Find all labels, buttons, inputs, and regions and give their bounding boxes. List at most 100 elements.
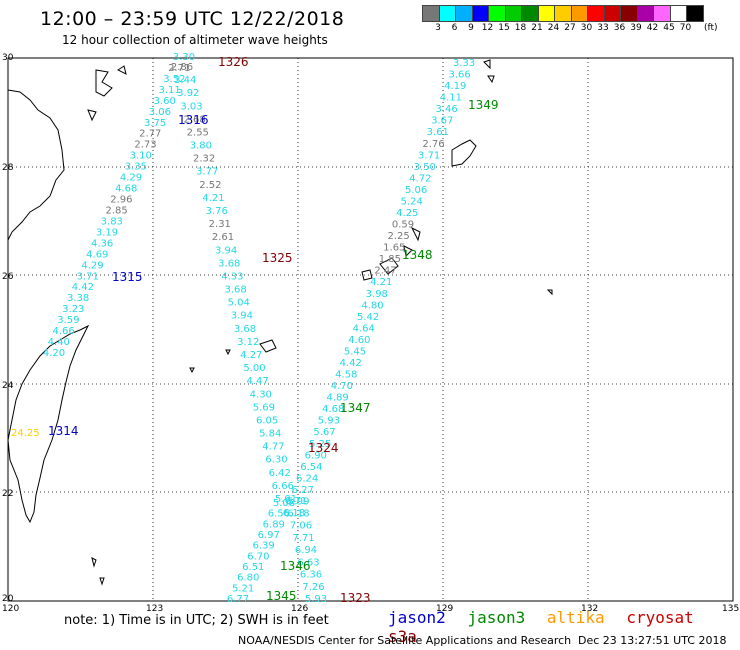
china-coast-islets — [87, 65, 127, 122]
wave-height-value: 3.80 — [190, 141, 212, 152]
wave-height-value: 3.77 — [196, 167, 218, 178]
wave-height-value: 2.61 — [212, 232, 234, 243]
wave-height-value: 5.93 — [318, 416, 340, 427]
lat-tick-28: 28 — [2, 163, 14, 173]
wave-height-value: 3.83 — [101, 216, 123, 227]
wave-height-value: 2.86 — [171, 62, 193, 73]
wave-height-value: 4.19 — [444, 81, 466, 92]
wave-height-value: 6.71 — [285, 496, 307, 507]
wave-height-value: 6.63 — [297, 557, 319, 568]
pass-number-label: 1326 — [218, 55, 249, 69]
wave-height-value: 2.77 — [139, 129, 161, 140]
color-scale-label: 42 — [646, 23, 659, 33]
wave-height-value: 3.23 — [62, 304, 84, 315]
generation-timestamp: Dec 23 13:27:51 UTC 2018 — [578, 634, 727, 647]
footer-note: note: 1) Time is in UTC; 2) SWH is in fe… — [64, 613, 329, 628]
wave-height-value: 4.33 — [221, 272, 243, 283]
wave-height-value: 5.24 — [401, 197, 423, 208]
pass-number-label: 1325 — [262, 251, 293, 265]
wave-height-value: 3.11 — [158, 85, 180, 96]
wave-height-value: 3.33 — [453, 58, 475, 69]
wave-height-value: 4.80 — [361, 300, 383, 311]
wave-height-value: 1.65 — [383, 243, 405, 254]
wave-height-value: 3.46 — [435, 104, 457, 115]
pass-number-label: 1316 — [178, 113, 209, 127]
satellite-legend: jason2 jason3 altika cryosat s3a — [388, 608, 740, 646]
wave-height-value: 5.06 — [405, 185, 427, 196]
color-scale-label: 36 — [613, 23, 626, 33]
wave-height-value: 4.21 — [202, 193, 224, 204]
pass-number-label: 1346 — [280, 559, 311, 573]
wave-height-value: 1.85 — [379, 254, 401, 265]
wave-height-value: 3.71 — [77, 271, 99, 282]
wave-height-value: 6.54 — [300, 462, 322, 473]
wave-height-value: 4.66 — [52, 326, 74, 337]
map-title: 12:00 – 23:59 UTC 12/22/2018 — [40, 8, 345, 30]
wave-height-value: 4.72 — [409, 173, 431, 184]
color-scale-label: 18 — [514, 23, 527, 33]
wave-height-value: 6.56 — [268, 509, 290, 520]
lat-tick-24: 24 — [2, 381, 14, 391]
legend-jason3: jason3 — [467, 608, 526, 627]
pass-number-label: 1323 — [340, 591, 371, 605]
wave-height-value: 6.80 — [237, 573, 259, 584]
map-subtitle: 12 hour collection of altimeter wave hei… — [62, 33, 328, 47]
wave-height-value: 6.51 — [242, 562, 264, 573]
wave-height-value: 6.24 — [296, 473, 318, 484]
wave-height-value: 4.25 — [396, 208, 418, 219]
lon-tick-129: 129 — [436, 604, 453, 614]
lon-tick-126: 126 — [291, 604, 308, 614]
pass-number-label: 1348 — [402, 248, 433, 262]
wave-height-value: 5.42 — [357, 312, 379, 323]
color-scale-label: 27 — [564, 23, 576, 33]
color-scale-unit: (ft) — [704, 23, 718, 33]
wave-height-value: 5.25 — [309, 439, 331, 450]
wave-height-value: 6.27 — [292, 485, 314, 496]
color-swatch — [686, 5, 704, 22]
wave-height-value: 3.61 — [427, 127, 449, 138]
color-scale-label: 9 — [468, 23, 474, 33]
pass-labels: 1326 1316 1349 1325 1315 1348 1347 1314 1324 1346… — [48, 55, 499, 605]
color-scale-label: 39 — [630, 23, 642, 33]
wave-height-value: 6.05 — [256, 416, 278, 427]
wave-height-value: 6.90 — [305, 450, 327, 461]
coastlines — [7, 59, 553, 586]
wave-height-value: 5.84 — [259, 429, 281, 440]
wave-height-value: 4.77 — [262, 442, 284, 453]
ishigaki-coast — [259, 339, 277, 353]
graticule — [8, 58, 733, 601]
color-scale-label: 21 — [531, 23, 543, 33]
wave-height-value: 5.08 — [273, 498, 295, 509]
wave-height-value: 2.73 — [134, 140, 156, 151]
wave-height-value: 3.52 — [163, 74, 185, 85]
lat-tick-20: 20 — [2, 594, 14, 604]
wave-height-value: 6.77 — [227, 594, 249, 605]
wave-height-value: 3.30 — [173, 52, 195, 63]
wave-height-value: 4.11 — [440, 93, 462, 104]
small-islands — [91, 59, 553, 586]
lon-tick-120: 120 — [2, 604, 19, 614]
legend-s3a: s3a — [388, 627, 417, 646]
wave-height-value: 4.64 — [353, 323, 375, 334]
lon-tick-123: 123 — [146, 604, 163, 614]
color-scale-label: 24 — [547, 23, 560, 33]
lat-tick-30: 30 — [2, 53, 14, 63]
wave-height-value: 6.30 — [265, 455, 287, 466]
wave-height-value: 2.47 — [374, 266, 396, 277]
wave-height-value: 3.68 — [234, 324, 256, 335]
color-scale-label: 12 — [481, 23, 494, 33]
wave-height-value: 3.75 — [144, 118, 166, 129]
wave-height-value: 6.89 — [263, 519, 285, 530]
wave-height-value: 4.47 — [246, 376, 268, 387]
lon-tick-132: 132 — [581, 604, 598, 614]
wave-height-value: 3.76 — [206, 206, 228, 217]
wave-height-value: 2.85 — [105, 206, 127, 217]
wave-height-value: 2.25 — [387, 231, 409, 242]
wave-height-value: 6.70 — [247, 551, 269, 562]
wave-height-value: 3.60 — [154, 96, 176, 107]
pass-number-label: 1324 — [308, 441, 339, 455]
wave-height-value: 5.01 — [275, 494, 297, 505]
wave-height-value: 4.68 — [322, 404, 344, 415]
wave-height-value: 4.58 — [335, 370, 357, 381]
taiwan-coastline — [7, 324, 90, 524]
